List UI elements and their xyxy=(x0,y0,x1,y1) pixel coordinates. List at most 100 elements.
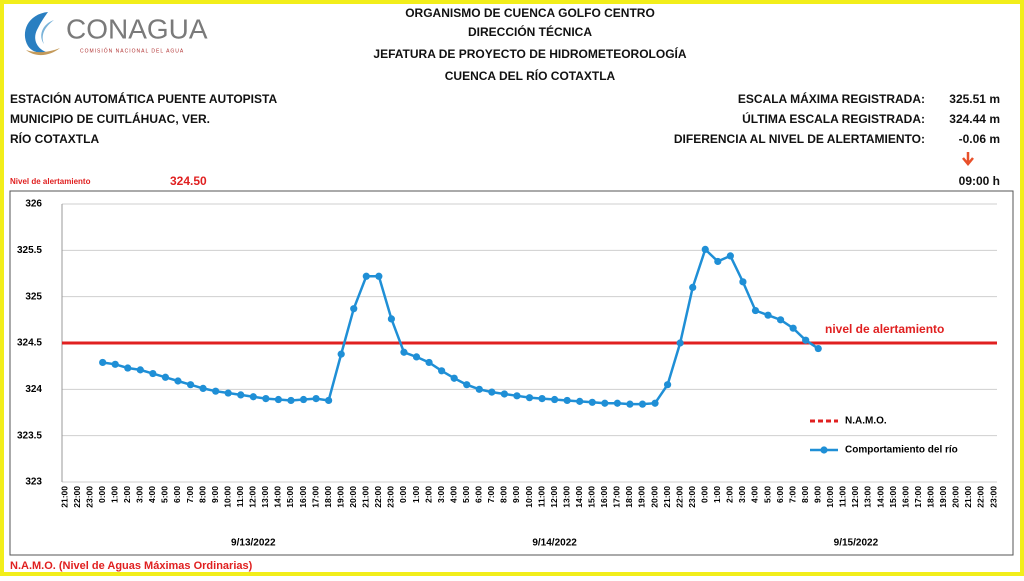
x-tick-label: 2:00 xyxy=(725,486,735,503)
x-tick-label: 10:00 xyxy=(222,486,232,508)
title: CUENCA DEL RÍO COTAXTLA xyxy=(445,68,616,83)
stat-value: 325.51 m xyxy=(949,92,1000,106)
x-tick-label: 9:00 xyxy=(812,486,822,503)
x-tick-label: 15:00 xyxy=(888,486,898,508)
stat-value: -0.06 m xyxy=(959,132,1000,146)
logo: CONAGUA COMISIÓN NACIONAL DEL AGUA xyxy=(24,12,208,56)
x-tick-label: 4:00 xyxy=(147,486,157,503)
data-point xyxy=(99,358,107,367)
x-tick-label: 1:00 xyxy=(109,486,119,503)
x-tick-label: 15:00 xyxy=(587,486,597,508)
x-tick-label: 15:00 xyxy=(285,486,295,508)
x-tick-label: 1:00 xyxy=(411,486,421,503)
data-point xyxy=(274,395,283,404)
x-tick-label: 17:00 xyxy=(913,486,923,508)
x-tick-label: 13:00 xyxy=(260,486,270,508)
x-tick-label: 0:00 xyxy=(97,486,107,503)
x-tick-label: 23:00 xyxy=(84,486,94,508)
data-point xyxy=(412,353,421,361)
y-tick-label: 323.5 xyxy=(17,430,42,441)
x-tick-label: 14:00 xyxy=(273,486,283,508)
stat-label: ÚLTIMA ESCALA REGISTRADA: xyxy=(742,111,925,126)
x-tick-label: 2:00 xyxy=(423,486,433,503)
x-tick-label: 12:00 xyxy=(850,486,860,508)
x-tick-label: 8:00 xyxy=(499,486,509,503)
x-tick-label: 10:00 xyxy=(825,486,835,508)
data-point xyxy=(626,400,634,408)
legend-label: N.A.M.O. xyxy=(845,416,887,427)
x-tick-label: 8:00 xyxy=(800,486,810,503)
x-tick-label: 21:00 xyxy=(662,486,672,508)
data-point xyxy=(676,339,684,347)
logo-swirl xyxy=(24,12,48,53)
title: JEFATURA DE PROYECTO DE HIDROMETEOROLOGÍ… xyxy=(373,46,686,61)
y-tick-label: 325 xyxy=(25,291,42,302)
x-tick-label: 22:00 xyxy=(373,486,383,508)
data-point xyxy=(111,360,119,368)
data-point xyxy=(651,399,659,407)
data-point xyxy=(513,392,521,400)
data-point xyxy=(576,397,584,405)
data-point xyxy=(425,358,433,367)
data-point xyxy=(475,385,483,393)
x-tick-label: 8:00 xyxy=(197,486,207,503)
title: DIRECCIÓN TÉCNICA xyxy=(468,24,592,39)
data-point xyxy=(161,373,170,381)
y-tick-label: 323 xyxy=(25,477,42,488)
data-point xyxy=(149,369,157,378)
alert-label: Nivel de alertamiento xyxy=(10,177,91,186)
x-tick-label: 6:00 xyxy=(172,486,182,503)
x-tick-label: 21:00 xyxy=(361,486,371,508)
data-point xyxy=(124,364,132,372)
data-point xyxy=(463,381,471,389)
x-tick-label: 22:00 xyxy=(976,486,986,508)
x-tick-label: 5:00 xyxy=(160,486,170,503)
x-tick-label: 14:00 xyxy=(875,486,885,508)
x-tick-label: 11:00 xyxy=(235,486,245,508)
x-tick-label: 3:00 xyxy=(135,486,145,503)
date-label: 9/14/2022 xyxy=(532,538,577,549)
logo-name: CONAGUA xyxy=(66,13,208,44)
data-point xyxy=(362,272,370,280)
x-tick-label: 11:00 xyxy=(536,486,546,508)
data-point xyxy=(174,377,182,385)
x-tick-label: 22:00 xyxy=(674,486,684,508)
legend-marker xyxy=(820,446,828,454)
data-point xyxy=(538,395,546,403)
data-point xyxy=(325,396,333,405)
x-tick-label: 17:00 xyxy=(612,486,622,508)
station-info: MUNICIPIO DE CUITLÁHUAC, VER. xyxy=(10,111,210,126)
x-tick-label: 20:00 xyxy=(951,486,961,508)
x-tick-label: 12:00 xyxy=(248,486,258,508)
data-point xyxy=(400,348,408,356)
logo-subtitle: COMISIÓN NACIONAL DEL AGUA xyxy=(80,47,184,54)
data-point xyxy=(224,389,232,397)
y-tick-label: 324 xyxy=(25,384,42,395)
x-tick-label: 22:00 xyxy=(72,486,82,508)
x-tick-label: 6:00 xyxy=(474,486,484,503)
data-point xyxy=(601,399,609,407)
data-point xyxy=(789,324,797,332)
data-point xyxy=(689,283,697,291)
station-info: RÍO COTAXTLA xyxy=(10,131,99,146)
x-tick-label: 19:00 xyxy=(335,486,345,508)
x-tick-label: 9:00 xyxy=(210,486,220,503)
data-point xyxy=(312,395,320,403)
data-point xyxy=(337,350,345,358)
x-tick-label: 16:00 xyxy=(298,486,308,508)
x-tick-label: 20:00 xyxy=(348,486,358,508)
stat-label: ESCALA MÁXIMA REGISTRADA: xyxy=(738,91,925,106)
data-point xyxy=(287,396,295,405)
time: 09:00 h xyxy=(959,174,1000,188)
data-point xyxy=(249,393,257,401)
data-point xyxy=(613,399,621,407)
x-tick-label: 13:00 xyxy=(561,486,571,508)
x-tick-label: 12:00 xyxy=(549,486,559,508)
x-tick-label: 6:00 xyxy=(775,486,785,503)
data-point xyxy=(663,381,672,389)
chart-frame xyxy=(9,190,1014,556)
data-point xyxy=(814,344,822,353)
x-tick-label: 16:00 xyxy=(900,486,910,508)
x-tick-label: 16:00 xyxy=(599,486,609,508)
data-point xyxy=(638,400,647,408)
